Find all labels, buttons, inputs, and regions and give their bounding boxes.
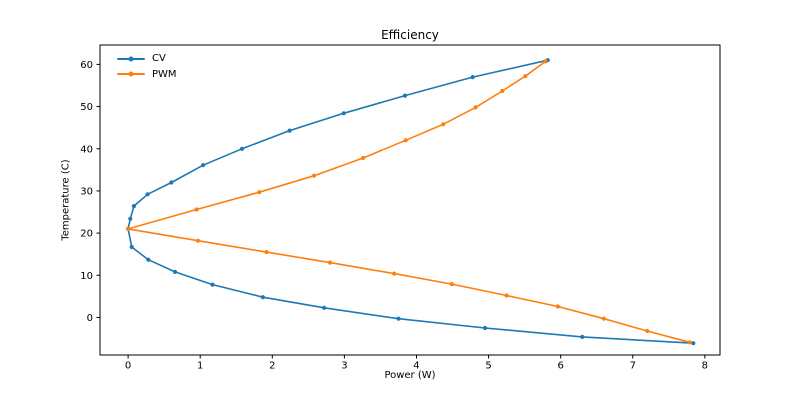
series-cv-marker-13 xyxy=(146,257,151,262)
legend-line-sample-cv xyxy=(117,56,145,62)
series-pwm-marker-9 xyxy=(194,207,199,212)
series-cv-marker-3 xyxy=(341,111,346,116)
series-cv-marker-17 xyxy=(322,305,327,310)
series-pwm-marker-13 xyxy=(327,260,333,265)
series-pwm-marker-8 xyxy=(257,190,262,195)
series-cv-marker-20 xyxy=(580,334,585,339)
series-pwm-marker-2 xyxy=(500,88,505,94)
series-pwm-marker-16 xyxy=(504,293,509,298)
series-pwm-marker-4 xyxy=(441,122,446,127)
series-pwm-line xyxy=(127,60,691,344)
series-cv-marker-14 xyxy=(172,269,178,274)
series-cv-marker-21 xyxy=(691,341,696,346)
series-cv-line xyxy=(127,59,695,344)
x-axis-label: Power (W) xyxy=(384,370,436,381)
series-cv-marker-2 xyxy=(402,93,408,98)
legend-line-sample-pwm xyxy=(117,71,145,77)
x-tick-label-7: 7 xyxy=(630,361,636,372)
y-tick-label-4: 40 xyxy=(80,144,93,155)
series-pwm-marker-1 xyxy=(523,74,528,79)
x-tick-label-6: 6 xyxy=(557,361,563,372)
series-pwm-marker-5 xyxy=(403,138,408,143)
x-tick-label-0: 0 xyxy=(125,361,131,372)
legend-entry-cv: CV xyxy=(117,51,177,67)
series-pwm-marker-0 xyxy=(543,59,548,64)
series-pwm-marker-11 xyxy=(195,238,201,243)
y-tick-label-1: 10 xyxy=(80,271,93,282)
y-tick-label-5: 50 xyxy=(80,102,93,113)
series-pwm-marker-14 xyxy=(392,271,397,276)
x-tick-label-2: 2 xyxy=(269,361,275,372)
series-pwm-marker-10 xyxy=(126,226,131,231)
series-cv-marker-6 xyxy=(201,163,206,168)
series-cv-marker-10 xyxy=(128,216,133,221)
chart-title: Efficiency xyxy=(381,28,439,42)
x-tick-label-3: 3 xyxy=(341,361,347,372)
series-cv-marker-18 xyxy=(396,316,401,321)
series-cv-marker-15 xyxy=(210,282,215,287)
series-pwm-marker-3 xyxy=(473,105,478,110)
series-pwm-marker-6 xyxy=(361,155,366,161)
series-cv-marker-1 xyxy=(470,75,475,80)
y-tick-label-0: 0 xyxy=(87,313,93,324)
y-tick-label-3: 30 xyxy=(80,186,93,197)
series-pwm-marker-7 xyxy=(312,173,317,178)
x-tick-label-8: 8 xyxy=(702,361,708,372)
series-cv-marker-16 xyxy=(260,295,265,300)
series-cv-marker-12 xyxy=(129,244,134,250)
y-tick-label-2: 20 xyxy=(80,229,93,240)
series-cv-marker-7 xyxy=(169,180,174,185)
series-cv-marker-5 xyxy=(239,146,245,151)
x-tick-label-5: 5 xyxy=(485,361,491,372)
legend-marker-dot-cv xyxy=(128,56,134,62)
series-pwm-marker-18 xyxy=(601,316,607,321)
series-pwm-marker-19 xyxy=(645,328,650,334)
axes-spines xyxy=(99,44,721,356)
series-pwm-marker-20 xyxy=(687,340,692,345)
series-cv-marker-4 xyxy=(287,128,292,133)
series-pwm-marker-12 xyxy=(264,250,269,255)
legend-marker-dot-pwm xyxy=(128,71,134,77)
series-pwm-marker-15 xyxy=(449,282,454,287)
series-cv-marker-9 xyxy=(131,204,136,209)
y-axis-label: Temperature (C) xyxy=(60,159,72,241)
legend-entry-pwm: PWM xyxy=(117,67,177,83)
series-cv-marker-8 xyxy=(145,192,150,197)
y-tick-label-6: 60 xyxy=(80,60,93,71)
legend: CV PWM xyxy=(117,51,177,82)
x-tick-label-1: 1 xyxy=(197,361,203,372)
legend-label-pwm: PWM xyxy=(152,68,177,80)
series-pwm-marker-17 xyxy=(555,304,560,309)
x-tick-label-4: 4 xyxy=(413,361,419,372)
series-cv-marker-19 xyxy=(482,325,488,331)
legend-label-cv: CV xyxy=(152,53,166,65)
